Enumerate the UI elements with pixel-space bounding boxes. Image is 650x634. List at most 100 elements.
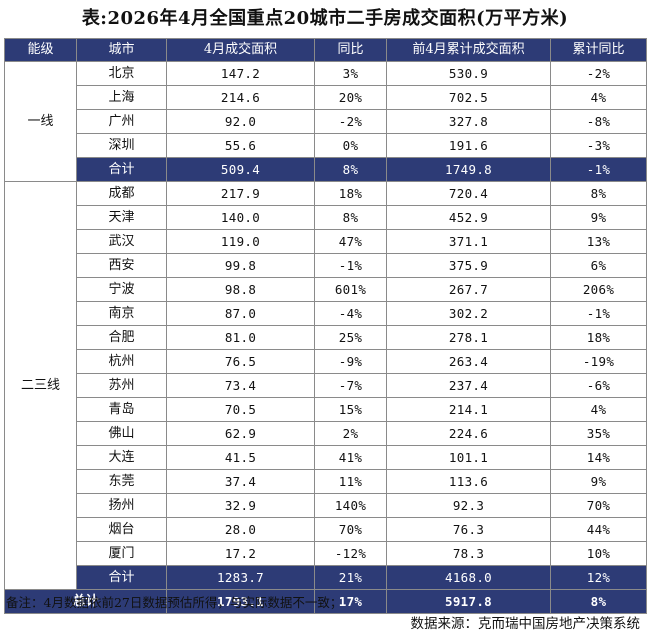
yoy-cell: -12% xyxy=(314,541,387,566)
april-area-cell: 99.8 xyxy=(166,253,315,278)
header-tier: 能级 xyxy=(4,38,77,62)
city-cell: 佛山 xyxy=(76,421,167,446)
city-cell: 成都 xyxy=(76,181,167,206)
city-cell: 烟台 xyxy=(76,517,167,542)
grand-total-label: 总计 xyxy=(4,589,167,614)
table-row: 宁波 98.8 601% 267.7 206% xyxy=(5,277,647,302)
cumulative-area-cell: 267.7 xyxy=(386,277,551,302)
april-area-cell: 76.5 xyxy=(166,349,315,374)
yoy-cell: 140% xyxy=(314,493,387,518)
yoy-cell: 18% xyxy=(314,181,387,206)
cumulative-yoy-cell: 70% xyxy=(550,493,647,518)
table-row: 深圳 55.6 0% 191.6 -3% xyxy=(5,133,647,158)
city-cell: 武汉 xyxy=(76,229,167,254)
cumulative-area-cell: 702.5 xyxy=(386,85,551,110)
subtotal-cumulative-area: 1749.8 xyxy=(386,157,551,182)
cumulative-yoy-cell: 9% xyxy=(550,205,647,230)
cumulative-area-cell: 302.2 xyxy=(386,301,551,326)
yoy-cell: 15% xyxy=(314,397,387,422)
subtotal-cumulative-area: 4168.0 xyxy=(386,565,551,590)
cumulative-yoy-cell: 6% xyxy=(550,253,647,278)
table-row: 杭州 76.5 -9% 263.4 -19% xyxy=(5,349,647,374)
yoy-cell: -4% xyxy=(314,301,387,326)
cumulative-yoy-cell: -3% xyxy=(550,133,647,158)
yoy-cell: 70% xyxy=(314,517,387,542)
header-yoy: 同比 xyxy=(314,38,387,62)
april-area-cell: 92.0 xyxy=(166,109,315,134)
april-area-cell: 32.9 xyxy=(166,493,315,518)
table-body: 一线 北京 147.2 3% 530.9 -2% 上海 214.6 20% 702.5 4% 广州 92… xyxy=(4,61,647,614)
tier-label: 一线 xyxy=(4,61,77,182)
april-area-cell: 70.5 xyxy=(166,397,315,422)
table-row: 大连 41.5 41% 101.1 14% xyxy=(5,445,647,470)
city-cell: 深圳 xyxy=(76,133,167,158)
city-cell: 青岛 xyxy=(76,397,167,422)
cumulative-yoy-cell: 14% xyxy=(550,445,647,470)
cumulative-yoy-cell: -6% xyxy=(550,373,647,398)
header-cumulative-yoy: 累计同比 xyxy=(550,38,647,62)
cumulative-area-cell: 78.3 xyxy=(386,541,551,566)
april-area-cell: 37.4 xyxy=(166,469,315,494)
april-area-cell: 214.6 xyxy=(166,85,315,110)
city-cell: 宁波 xyxy=(76,277,167,302)
cumulative-yoy-cell: 18% xyxy=(550,325,647,350)
cumulative-area-cell: 371.1 xyxy=(386,229,551,254)
city-cell: 广州 xyxy=(76,109,167,134)
header-row: 能级 城市 4月成交面积 同比 前4月累计成交面积 累计同比 xyxy=(4,38,647,62)
cumulative-yoy-cell: -8% xyxy=(550,109,647,134)
cumulative-area-cell: 237.4 xyxy=(386,373,551,398)
subtotal-label: 合计 xyxy=(76,565,167,590)
table-row: 广州 92.0 -2% 327.8 -8% xyxy=(5,109,647,134)
cumulative-area-cell: 720.4 xyxy=(386,181,551,206)
subtotal-yoy: 8% xyxy=(314,157,387,182)
grand-total-cumulative-area: 5917.8 xyxy=(386,589,551,614)
yoy-cell: 11% xyxy=(314,469,387,494)
cumulative-yoy-cell: 13% xyxy=(550,229,647,254)
table-row: 厦门 17.2 -12% 78.3 10% xyxy=(5,541,647,566)
cumulative-area-cell: 278.1 xyxy=(386,325,551,350)
cumulative-yoy-cell: 206% xyxy=(550,277,647,302)
subtotal-row: 合计 1283.7 21% 4168.0 12% xyxy=(5,565,647,590)
subtotal-row: 合计 509.4 8% 1749.8 -1% xyxy=(5,157,647,182)
cumulative-area-cell: 327.8 xyxy=(386,109,551,134)
april-area-cell: 81.0 xyxy=(166,325,315,350)
yoy-cell: 20% xyxy=(314,85,387,110)
subtotal-label: 合计 xyxy=(76,157,167,182)
table-row: 西安 99.8 -1% 375.9 6% xyxy=(5,253,647,278)
table-row: 青岛 70.5 15% 214.1 4% xyxy=(5,397,647,422)
cumulative-area-cell: 214.1 xyxy=(386,397,551,422)
subtotal-cumulative-yoy: 12% xyxy=(550,565,647,590)
table-row: 东莞 37.4 11% 113.6 9% xyxy=(5,469,647,494)
header-april-area: 4月成交面积 xyxy=(166,38,315,62)
yoy-cell: -7% xyxy=(314,373,387,398)
table-row: 上海 214.6 20% 702.5 4% xyxy=(5,85,647,110)
table-row: 二三线 成都 217.9 18% 720.4 8% xyxy=(4,181,647,590)
april-area-cell: 217.9 xyxy=(166,181,315,206)
april-area-cell: 62.9 xyxy=(166,421,315,446)
city-cell: 杭州 xyxy=(76,349,167,374)
city-cell: 上海 xyxy=(76,85,167,110)
yoy-cell: 8% xyxy=(314,205,387,230)
cumulative-area-cell: 101.1 xyxy=(386,445,551,470)
yoy-cell: -1% xyxy=(314,253,387,278)
cumulative-area-cell: 452.9 xyxy=(386,205,551,230)
header-cumulative-area: 前4月累计成交面积 xyxy=(386,38,551,62)
cumulative-yoy-cell: 10% xyxy=(550,541,647,566)
yoy-cell: 47% xyxy=(314,229,387,254)
subtotal-yoy: 21% xyxy=(314,565,387,590)
subtotal-april-area: 1283.7 xyxy=(166,565,315,590)
city-cell: 大连 xyxy=(76,445,167,470)
table-row: 合肥 81.0 25% 278.1 18% xyxy=(5,325,647,350)
april-area-cell: 17.2 xyxy=(166,541,315,566)
city-cell: 西安 xyxy=(76,253,167,278)
cumulative-yoy-cell: 35% xyxy=(550,421,647,446)
cumulative-area-cell: 530.9 xyxy=(386,61,551,86)
yoy-cell: -2% xyxy=(314,109,387,134)
tier-label: 二三线 xyxy=(4,181,77,590)
april-area-cell: 73.4 xyxy=(166,373,315,398)
cumulative-yoy-cell: 44% xyxy=(550,517,647,542)
table-title: 表:2026年4月全国重点20城市二手房成交面积(万平方米) xyxy=(81,8,569,29)
april-area-cell: 55.6 xyxy=(166,133,315,158)
table-row: 一线 北京 147.2 3% 530.9 -2% xyxy=(4,61,647,182)
table-row: 南京 87.0 -4% 302.2 -1% xyxy=(5,301,647,326)
